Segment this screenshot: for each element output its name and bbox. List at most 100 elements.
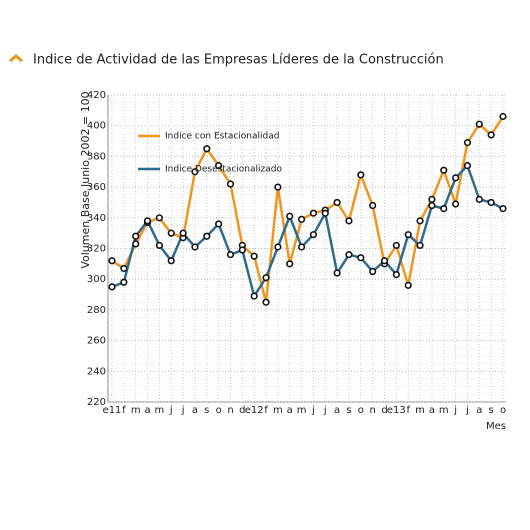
- x-tick-label: a: [429, 405, 435, 416]
- data-point: [416, 241, 424, 250]
- data-point: [120, 264, 128, 273]
- data-point: [499, 112, 507, 121]
- x-tick-label: n: [227, 405, 233, 416]
- data-point: [191, 243, 199, 251]
- x-tick-label: m: [439, 405, 449, 416]
- data-point: [440, 204, 448, 213]
- x-tick-label: j: [323, 405, 327, 416]
- data-point: [155, 241, 163, 250]
- data-point: [132, 240, 140, 248]
- x-tick-label: a: [334, 405, 340, 416]
- y-tick-label: 400: [87, 121, 106, 132]
- y-tick-label: 420: [87, 90, 106, 101]
- x-tick-label: j: [311, 405, 315, 416]
- data-point: [345, 251, 353, 259]
- data-point: [487, 198, 495, 207]
- series-line: [111, 115, 505, 303]
- data-point: [440, 166, 448, 174]
- x-tick-label: f: [264, 405, 268, 416]
- x-tick-label: f: [406, 405, 410, 416]
- chart-title: Indice de Actividad de las Empresas Líde…: [33, 53, 444, 68]
- data-point: [108, 257, 116, 265]
- data-point: [309, 209, 318, 217]
- y-tick-label: 220: [87, 397, 106, 408]
- y-axis-label: Volumen Base Junio 2002 = 100: [79, 91, 92, 268]
- x-tick-label: m: [155, 405, 165, 416]
- x-tick-label: m: [273, 405, 283, 416]
- x-tick-label: s: [489, 405, 494, 416]
- x-tick-label: a: [144, 405, 150, 416]
- data-point: [274, 183, 282, 191]
- data-point: [475, 120, 483, 128]
- data-point: [120, 278, 128, 286]
- data-point: [345, 217, 353, 225]
- data-point: [463, 162, 472, 170]
- x-tick-label: e13: [387, 405, 406, 416]
- data-point: [250, 252, 258, 260]
- x-tick-label: a: [476, 405, 482, 416]
- data-point: [333, 269, 341, 277]
- data-point: [416, 217, 424, 225]
- data-point: [487, 131, 495, 139]
- data-point: [286, 260, 294, 268]
- data-point: [463, 138, 472, 147]
- y-tick-label: 340: [87, 213, 106, 224]
- x-tick-label: a: [192, 405, 198, 416]
- data-point: [203, 232, 211, 240]
- data-point: [238, 246, 246, 254]
- x-tick-label: j: [181, 405, 185, 416]
- x-tick-label: s: [346, 405, 351, 416]
- data-point: [369, 201, 377, 210]
- y-tick-label: 260: [87, 336, 106, 347]
- data-point: [297, 215, 306, 223]
- data-point: [191, 168, 199, 176]
- data-point: [203, 145, 211, 153]
- x-tick-label: d: [239, 405, 245, 416]
- data-point: [274, 243, 282, 251]
- data-point: [262, 274, 270, 282]
- data-point: [108, 283, 116, 291]
- data-point: [428, 201, 436, 210]
- data-point: [452, 200, 460, 208]
- data-point: [499, 204, 507, 213]
- data-point: [286, 212, 294, 220]
- data-point: [155, 214, 163, 222]
- x-tick-label: j: [169, 405, 173, 416]
- data-point: [297, 243, 306, 251]
- data-point: [333, 198, 341, 207]
- data-point: [226, 251, 235, 259]
- data-point: [357, 171, 365, 179]
- data-point: [428, 195, 436, 203]
- data-point: [250, 292, 258, 300]
- title-icon: [9, 54, 23, 63]
- x-tick-label: o: [358, 405, 364, 416]
- x-tick-label: d: [381, 405, 387, 416]
- y-tick-label: 360: [87, 182, 106, 193]
- data-point: [357, 254, 365, 262]
- data-point: [215, 162, 223, 170]
- x-tick-label: m: [131, 405, 141, 416]
- data-point: [475, 195, 483, 203]
- x-axis-label: Mes: [486, 421, 506, 432]
- series-line: [111, 163, 504, 300]
- data-point: [404, 231, 412, 239]
- data-point: [380, 257, 389, 265]
- data-point: [321, 209, 329, 217]
- x-tick-label: j: [453, 405, 457, 416]
- data-point: [452, 174, 460, 182]
- data-point: [132, 232, 140, 240]
- data-point: [262, 298, 270, 306]
- x-tick-label: e11: [103, 405, 122, 416]
- x-tick-label: a: [287, 405, 293, 416]
- x-tick-label: j: [465, 405, 469, 416]
- data-point: [143, 217, 152, 225]
- x-tick-label: f: [122, 405, 126, 416]
- data-point: [179, 229, 187, 237]
- data-point: [226, 180, 235, 188]
- legend-label: Indice con Estacionalidad: [165, 132, 279, 142]
- x-tick-label: s: [204, 405, 209, 416]
- legend-label: Indice Desestacionalizado: [165, 165, 282, 175]
- x-tick-label: m: [297, 405, 307, 416]
- y-tick-label: 380: [87, 151, 106, 162]
